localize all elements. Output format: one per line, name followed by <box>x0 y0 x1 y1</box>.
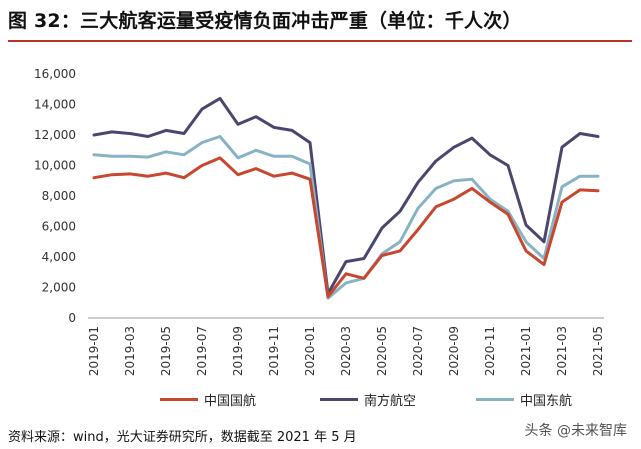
legend-item: 中国国航 <box>160 390 256 409</box>
x-tick-label: 2019-09 <box>231 326 245 376</box>
legend: 中国国航 南方航空 中国东航 <box>0 390 641 410</box>
series-line-0 <box>92 156 600 299</box>
series-line-2 <box>92 135 600 300</box>
legend-item: 中国东航 <box>476 390 572 409</box>
x-tick-label: 2020-03 <box>339 326 353 376</box>
y-tick-label: 16,000 <box>34 67 76 81</box>
legend-swatch <box>320 398 358 401</box>
x-tick-label: 2020-11 <box>483 326 497 376</box>
legend-label: 中国东航 <box>520 394 573 409</box>
line-chart: 16,000 14,000 12,000 10,000 8,000 6,000 4,000 2… <box>34 67 605 376</box>
source-note: 资料来源：wind，光大证券研究所，数据截至 2021 年 5 月 <box>8 430 357 445</box>
x-tick-label: 2020-01 <box>303 326 317 376</box>
chart-title: 图 32：三大航客运量受疫情负面冲击严重（单位：千人次） <box>8 10 522 32</box>
legend-label: 南方航空 <box>364 394 417 409</box>
title-underline <box>8 40 632 42</box>
series-lines <box>92 96 600 300</box>
x-tick-label: 2019-01 <box>87 326 101 376</box>
y-tick-label: 0 <box>68 311 76 325</box>
legend-item: 南方航空 <box>320 390 416 409</box>
y-axis: 16,000 14,000 12,000 10,000 8,000 6,000 4,000 2… <box>34 67 76 325</box>
y-tick-label: 2,000 <box>42 281 76 295</box>
x-tick-label: 2019-03 <box>123 326 137 376</box>
y-tick-label: 12,000 <box>34 128 76 142</box>
x-tick-label: 2019-07 <box>195 326 209 376</box>
x-tick-label: 2021-01 <box>519 326 533 376</box>
x-tick-label: 2020-09 <box>447 326 461 376</box>
x-tick-label: 2019-05 <box>159 326 173 376</box>
y-tick-label: 6,000 <box>42 220 76 234</box>
x-tick-label: 2020-07 <box>411 326 425 376</box>
y-tick-label: 4,000 <box>42 250 76 264</box>
y-tick-label: 8,000 <box>42 189 76 203</box>
x-tick-label: 2021-05 <box>591 326 605 376</box>
legend-label: 中国国航 <box>204 394 257 409</box>
y-tick-label: 10,000 <box>34 159 76 173</box>
title-bar: 图 32：三大航客运量受疫情负面冲击严重（单位：千人次） <box>0 0 641 42</box>
series-line-1 <box>92 96 600 296</box>
x-tick-label: 2020-05 <box>375 326 389 376</box>
x-tick-label: 2021-03 <box>555 326 569 376</box>
watermark: 头条 @未来智库 <box>524 423 627 439</box>
y-tick-label: 14,000 <box>34 98 76 112</box>
x-tick-label: 2019-11 <box>267 326 281 376</box>
legend-swatch <box>160 398 198 401</box>
legend-swatch <box>476 398 514 401</box>
x-axis: 2019-01 2019-03 2019-05 2019-07 2019-09 2019-… <box>87 317 605 376</box>
